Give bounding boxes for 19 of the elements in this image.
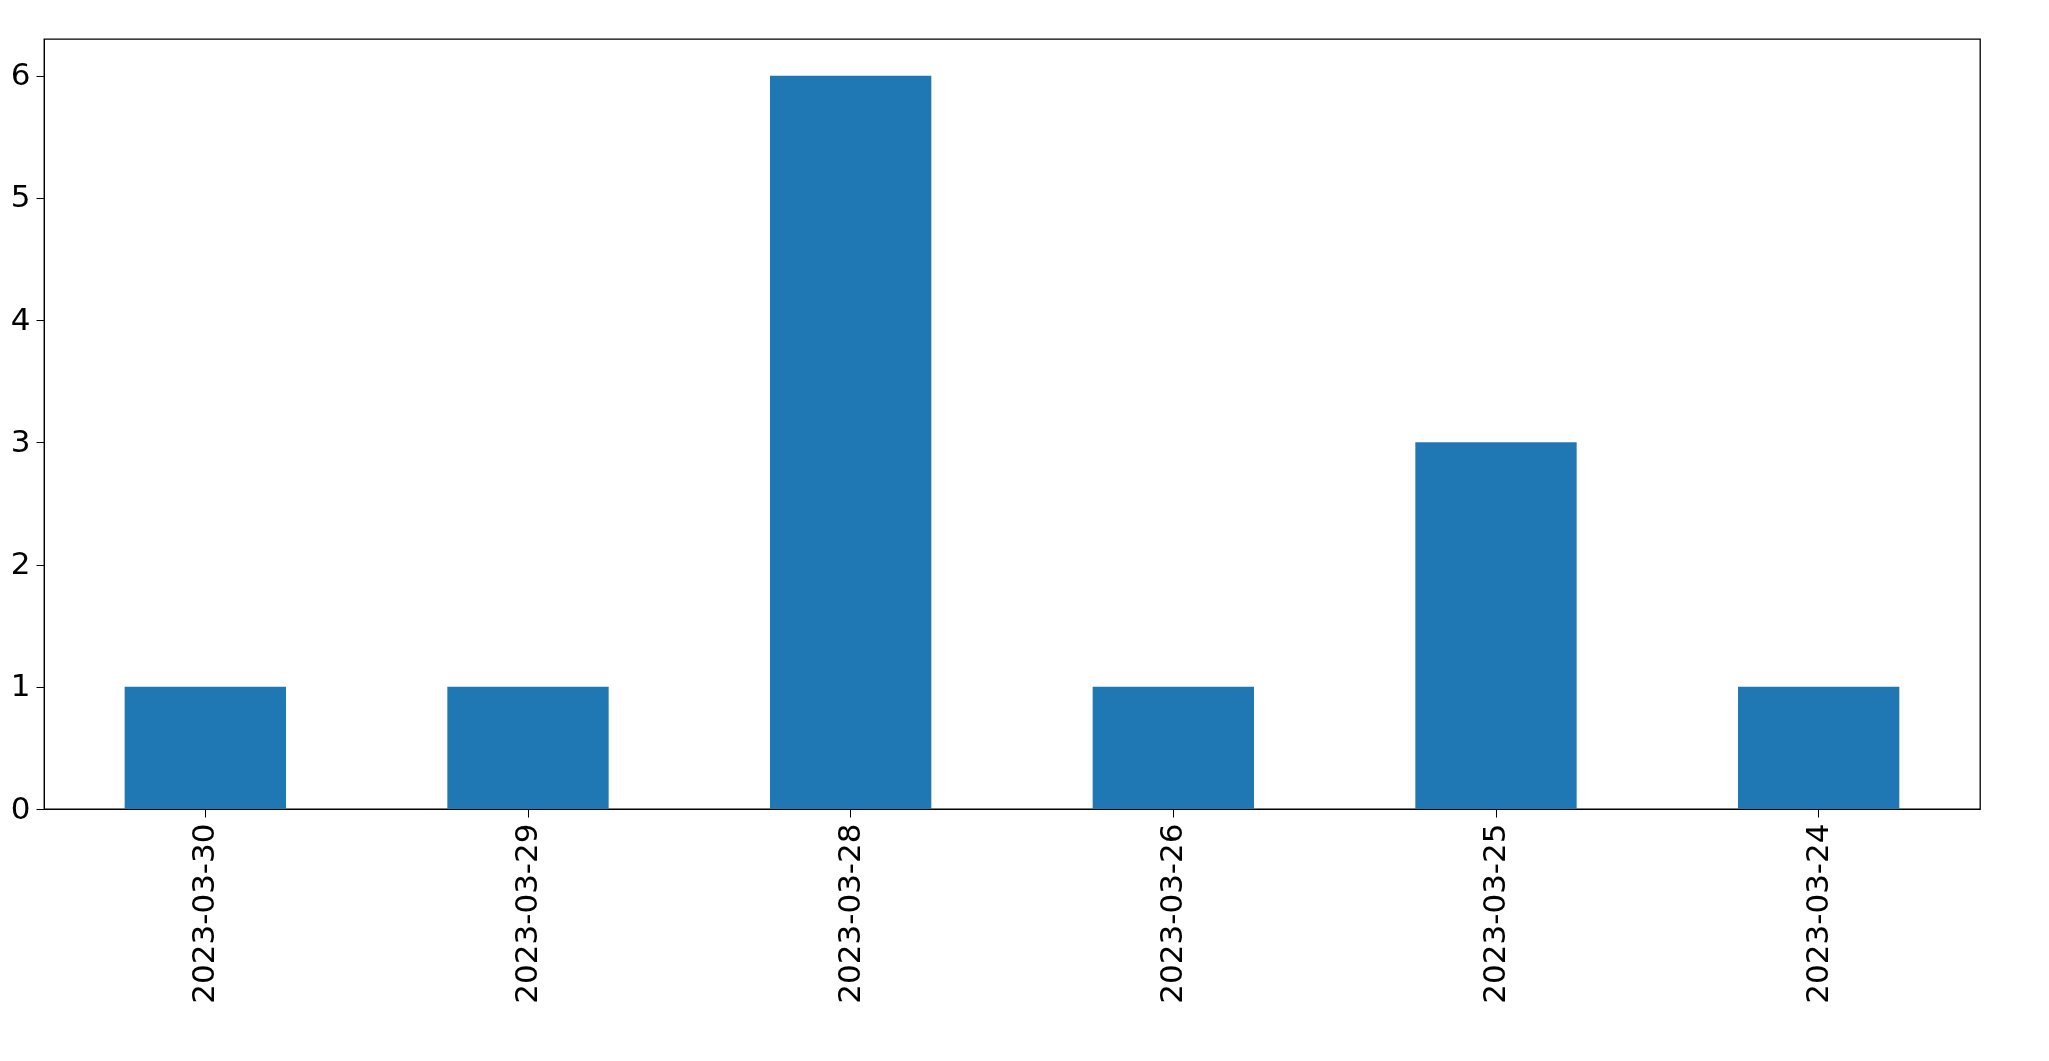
- bar: [770, 75, 932, 809]
- x-tick-label: 2023-03-25: [1476, 823, 1512, 1004]
- x-tick-label: 2023-03-30: [185, 823, 222, 1004]
- y-tick-label: 2: [10, 545, 31, 582]
- bar: [447, 686, 609, 809]
- x-tick-label: 2023-03-29: [508, 823, 544, 1004]
- y-tick-label: 4: [10, 300, 31, 337]
- y-tick-label: 6: [10, 56, 31, 93]
- bar: [1092, 686, 1254, 809]
- x-tick-label: 2023-03-28: [830, 823, 867, 1004]
- y-tick-label: 1: [10, 667, 31, 704]
- y-tick-label: 5: [10, 178, 31, 215]
- bar: [1738, 686, 1900, 809]
- x-tick-label: 2023-03-26: [1153, 823, 1190, 1004]
- y-tick-label: 3: [10, 422, 31, 459]
- x-tick-label: 2023-03-24: [1798, 823, 1835, 1004]
- bar: [124, 686, 286, 809]
- bar: [1415, 442, 1577, 809]
- y-tick-label: 0: [10, 789, 31, 826]
